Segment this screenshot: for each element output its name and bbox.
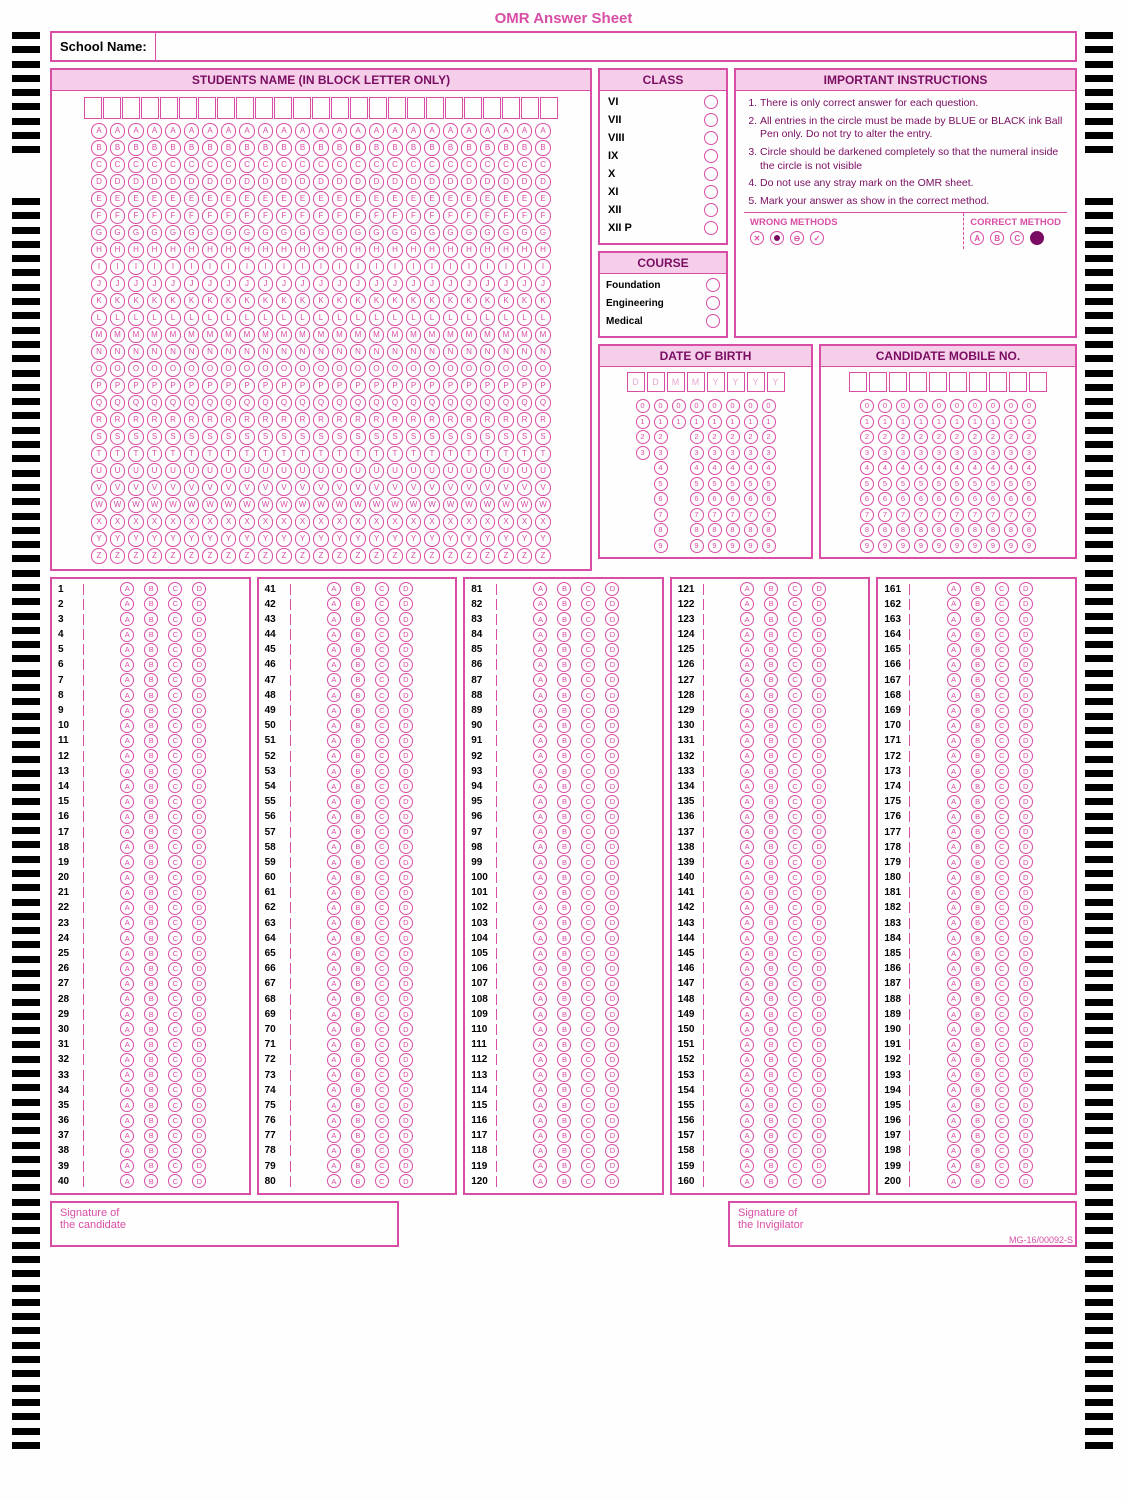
instructions-panel: IMPORTANT INSTRUCTIONS There is only cor… xyxy=(734,68,1077,338)
wrong-methods-icons: ✕⊖✓ xyxy=(750,231,957,245)
timing-marks-left xyxy=(12,32,42,1449)
correct-method-label: CORRECT METHOD xyxy=(970,217,1061,228)
course-panel: COURSE FoundationEngineeringMedical xyxy=(598,251,728,338)
class-options[interactable]: VIVIIVIIIIXXXIXIIXII P xyxy=(600,91,726,243)
mobile-panel: CANDIDATE MOBILE NO. 0123456789012345678… xyxy=(819,344,1077,559)
answer-grid[interactable]: 1ABCD2ABCD3ABCD4ABCD5ABCD6ABCD7ABCD8ABCD… xyxy=(50,577,1077,1195)
course-header: COURSE xyxy=(600,253,726,274)
dob-header: DATE OF BIRTH xyxy=(600,346,811,367)
mobile-boxes[interactable] xyxy=(821,367,1075,397)
course-options[interactable]: FoundationEngineeringMedical xyxy=(600,274,726,336)
name-panel: STUDENTS NAME (IN BLOCK LETTER ONLY) AAA… xyxy=(50,68,592,571)
instructions-list: There is only correct answer for each qu… xyxy=(744,97,1067,208)
class-header: CLASS xyxy=(600,70,726,91)
school-label: School Name: xyxy=(52,33,156,60)
page-title: OMR Answer Sheet xyxy=(50,10,1077,27)
mobile-bubble-grid[interactable]: 0123456789012345678901234567890123456789… xyxy=(827,399,1069,553)
wrong-methods-label: WRONG METHODS xyxy=(750,217,838,228)
mobile-header: CANDIDATE MOBILE NO. xyxy=(821,346,1075,367)
name-header: STUDENTS NAME (IN BLOCK LETTER ONLY) xyxy=(52,70,590,91)
school-input[interactable] xyxy=(156,33,1075,60)
school-row: School Name: xyxy=(50,31,1077,62)
dob-panel: DATE OF BIRTH DDMMYYYY 01230123456789010… xyxy=(598,344,813,559)
footer-code: MG-16/00092-S xyxy=(1009,1235,1073,1245)
class-panel: CLASS VIVIIVIIIIXXXIXIIXII P xyxy=(598,68,728,245)
correct-method-icons: ABC xyxy=(970,231,1061,245)
signature-candidate[interactable]: Signature ofthe candidate xyxy=(50,1201,399,1247)
timing-marks-right xyxy=(1085,32,1115,1449)
letter-bubble-grid[interactable]: AAAAAAAAAAAAAAAAAAAAAAAAABBBBBBBBBBBBBBB… xyxy=(52,123,590,564)
name-boxes[interactable] xyxy=(52,91,590,123)
dob-boxes[interactable]: DDMMYYYY xyxy=(600,367,811,397)
dob-bubble-grid[interactable]: 0123012345678901012345678901234567890123… xyxy=(606,399,805,553)
instructions-header: IMPORTANT INSTRUCTIONS xyxy=(736,70,1075,91)
